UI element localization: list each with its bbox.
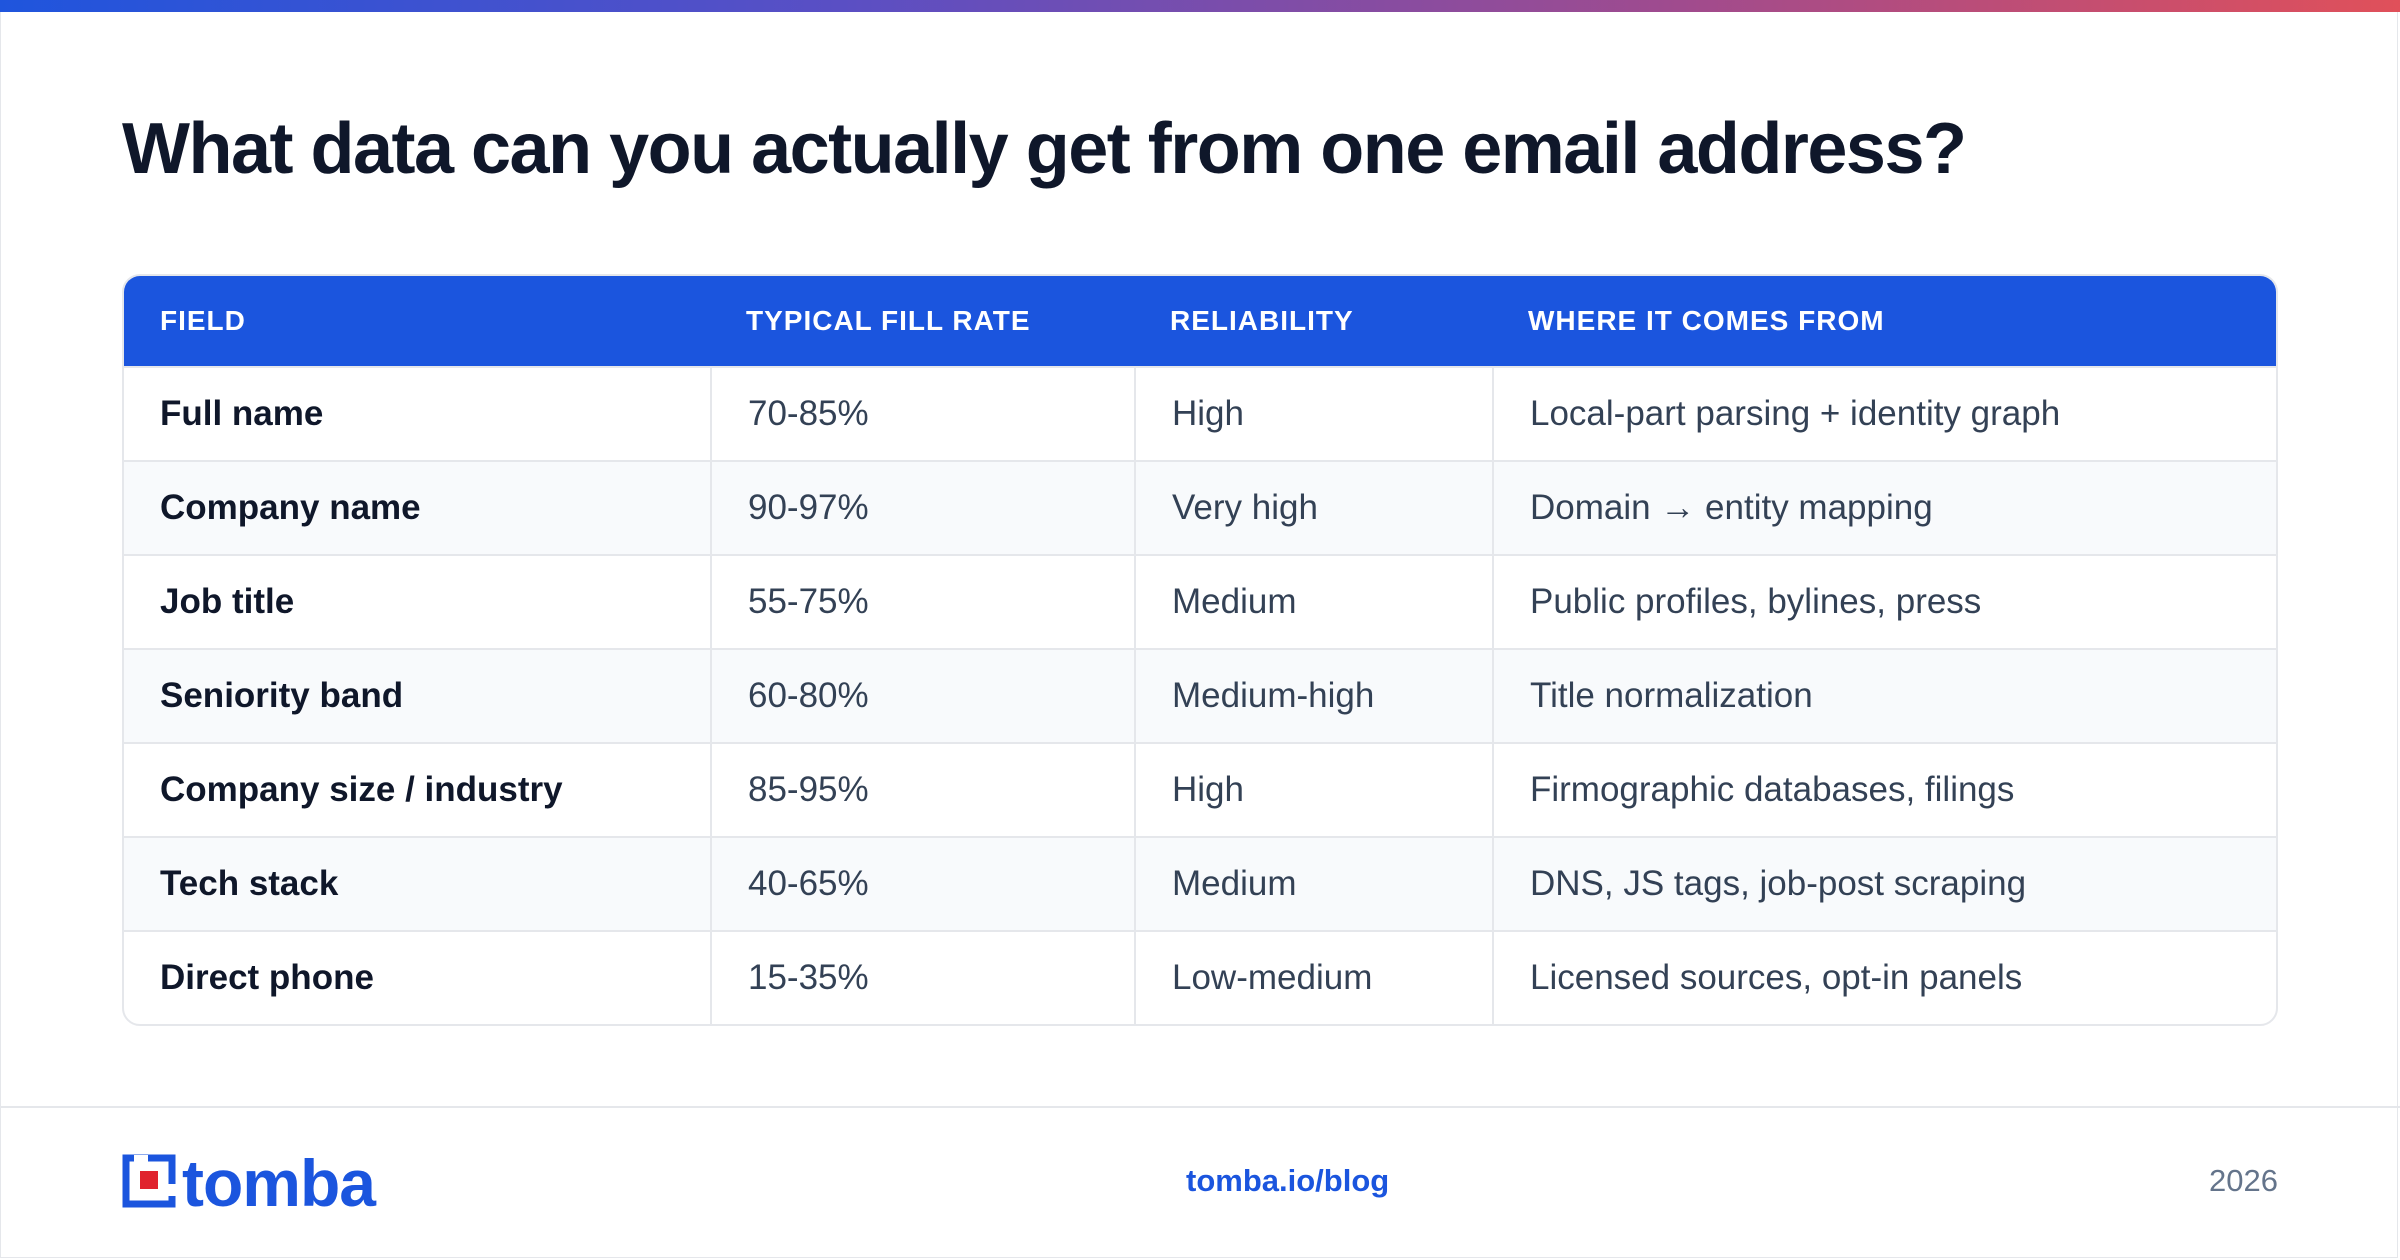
cell-reliability: High — [1134, 368, 1492, 460]
tomba-logo[interactable]: tomba — [122, 1146, 376, 1220]
cell-source: Local-part parsing + identity graph — [1492, 368, 2276, 460]
table-row: Direct phone 15-35% Low-medium Licensed … — [124, 930, 2276, 1024]
table-row: Company size / industry 85-95% High Firm… — [124, 742, 2276, 836]
cell-fill-rate: 55-75% — [710, 556, 1134, 648]
cell-field: Tech stack — [160, 864, 339, 903]
blog-link[interactable]: tomba.io/blog — [1186, 1163, 1390, 1198]
header-source: WHERE IT COMES FROM — [1528, 305, 1885, 336]
cell-reliability: Medium — [1134, 838, 1492, 930]
table-row: Full name 70-85% High Local-part parsing… — [124, 366, 2276, 460]
cell-fill-rate: 90-97% — [710, 462, 1134, 554]
cell-field: Full name — [160, 394, 324, 433]
tomba-logo-icon — [122, 1154, 176, 1213]
cell-fill-rate: 15-35% — [710, 932, 1134, 1024]
cell-field: Company name — [160, 488, 421, 527]
cell-reliability: High — [1134, 744, 1492, 836]
header-field: FIELD — [160, 305, 246, 336]
cell-reliability: Medium-high — [1134, 650, 1492, 742]
table-row: Tech stack 40-65% Medium DNS, JS tags, j… — [124, 836, 2276, 930]
page-title: What data can you actually get from one … — [122, 109, 1967, 189]
cell-fill-rate: 70-85% — [710, 368, 1134, 460]
cell-fill-rate: 40-65% — [710, 838, 1134, 930]
header-fill-rate: TYPICAL FILL RATE — [746, 305, 1031, 336]
cell-reliability: Very high — [1134, 462, 1492, 554]
cell-field: Seniority band — [160, 676, 404, 715]
cell-source: Domain → entity mapping — [1492, 462, 2276, 554]
top-gradient-bar — [0, 0, 2400, 12]
cell-source: DNS, JS tags, job-post scraping — [1492, 838, 2276, 930]
cell-source: Firmographic databases, filings — [1492, 744, 2276, 836]
table-header: FIELD TYPICAL FILL RATE RELIABILITY WHER… — [124, 276, 2276, 366]
header-reliability: RELIABILITY — [1170, 305, 1354, 336]
cell-source: Public profiles, bylines, press — [1492, 556, 2276, 648]
cell-source: Title normalization — [1492, 650, 2276, 742]
cell-fill-rate: 60-80% — [710, 650, 1134, 742]
page-frame — [0, 12, 2398, 1258]
table-row: Job title 55-75% Medium Public profiles,… — [124, 554, 2276, 648]
footer-divider — [0, 1106, 2400, 1108]
cell-source: Licensed sources, opt-in panels — [1492, 932, 2276, 1024]
brand-wordmark: tomba — [182, 1146, 376, 1220]
cell-fill-rate: 85-95% — [710, 744, 1134, 836]
cell-reliability: Low-medium — [1134, 932, 1492, 1024]
cell-field: Company size / industry — [160, 770, 563, 809]
cell-field: Direct phone — [160, 958, 374, 997]
table-row: Company name 90-97% Very high Domain → e… — [124, 460, 2276, 554]
data-table: FIELD TYPICAL FILL RATE RELIABILITY WHER… — [122, 274, 2278, 1026]
cell-reliability: Medium — [1134, 556, 1492, 648]
footer-year: 2026 — [2209, 1163, 2278, 1198]
cell-field: Job title — [160, 582, 295, 621]
table-row: Seniority band 60-80% Medium-high Title … — [124, 648, 2276, 742]
